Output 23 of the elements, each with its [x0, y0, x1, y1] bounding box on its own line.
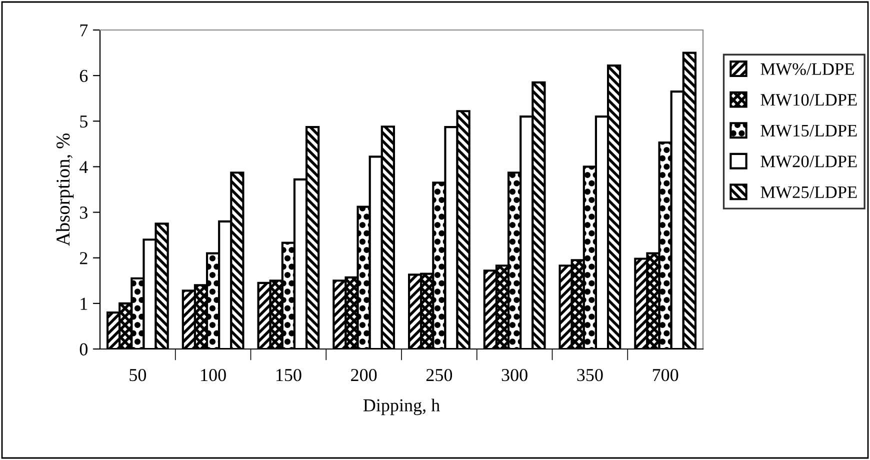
y-tick-label: 6 — [80, 70, 88, 82]
x-tick-label: 100 — [201, 368, 226, 382]
x-axis-title: Dipping, h — [363, 398, 440, 416]
y-axis-title: Absorption, % — [56, 133, 74, 246]
x-tick-label: 200 — [351, 368, 377, 382]
x-tick-label: 50 — [130, 368, 146, 382]
y-tick-label: 4 — [80, 161, 88, 173]
y-tick-label: 1 — [80, 298, 88, 310]
x-tick-label: 250 — [426, 368, 452, 382]
legend-label: MW10/LDPE — [760, 94, 857, 106]
legend-label: MW25/LDPE — [760, 186, 857, 198]
y-tick-label: 2 — [80, 252, 88, 264]
y-tick-label: 3 — [80, 206, 88, 219]
y-tick-label: 0 — [80, 343, 88, 356]
x-tick-label: 150 — [276, 368, 302, 382]
legend-label: MW%/LDPE — [760, 63, 854, 76]
legend-label: MW15/LDPE — [760, 124, 857, 137]
x-tick-label: 700 — [652, 368, 678, 382]
y-tick-label: 7 — [80, 24, 88, 36]
legend-label: MW20/LDPE — [760, 156, 857, 168]
x-tick-label: 300 — [502, 368, 528, 382]
x-tick-label: 350 — [577, 368, 603, 382]
y-tick-label: 5 — [80, 116, 88, 128]
